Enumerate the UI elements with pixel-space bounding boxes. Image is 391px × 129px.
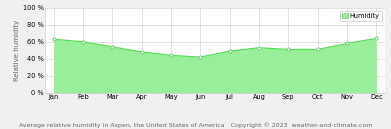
Point [227, 50, 233, 52]
Point [256, 47, 262, 49]
Point [51, 38, 57, 40]
Point [168, 54, 174, 57]
Text: Average relative humidity in Aspen, the United States of America   Copyright © 2: Average relative humidity in Aspen, the … [19, 122, 372, 128]
Point [314, 48, 321, 50]
Point [285, 48, 291, 50]
Point [138, 51, 145, 53]
Point [344, 42, 350, 45]
Point [197, 56, 204, 58]
Point [80, 41, 86, 43]
Y-axis label: Relative humidity: Relative humidity [14, 20, 20, 81]
Point [373, 37, 379, 39]
Point [109, 46, 116, 48]
Legend: Humidity: Humidity [341, 11, 382, 21]
